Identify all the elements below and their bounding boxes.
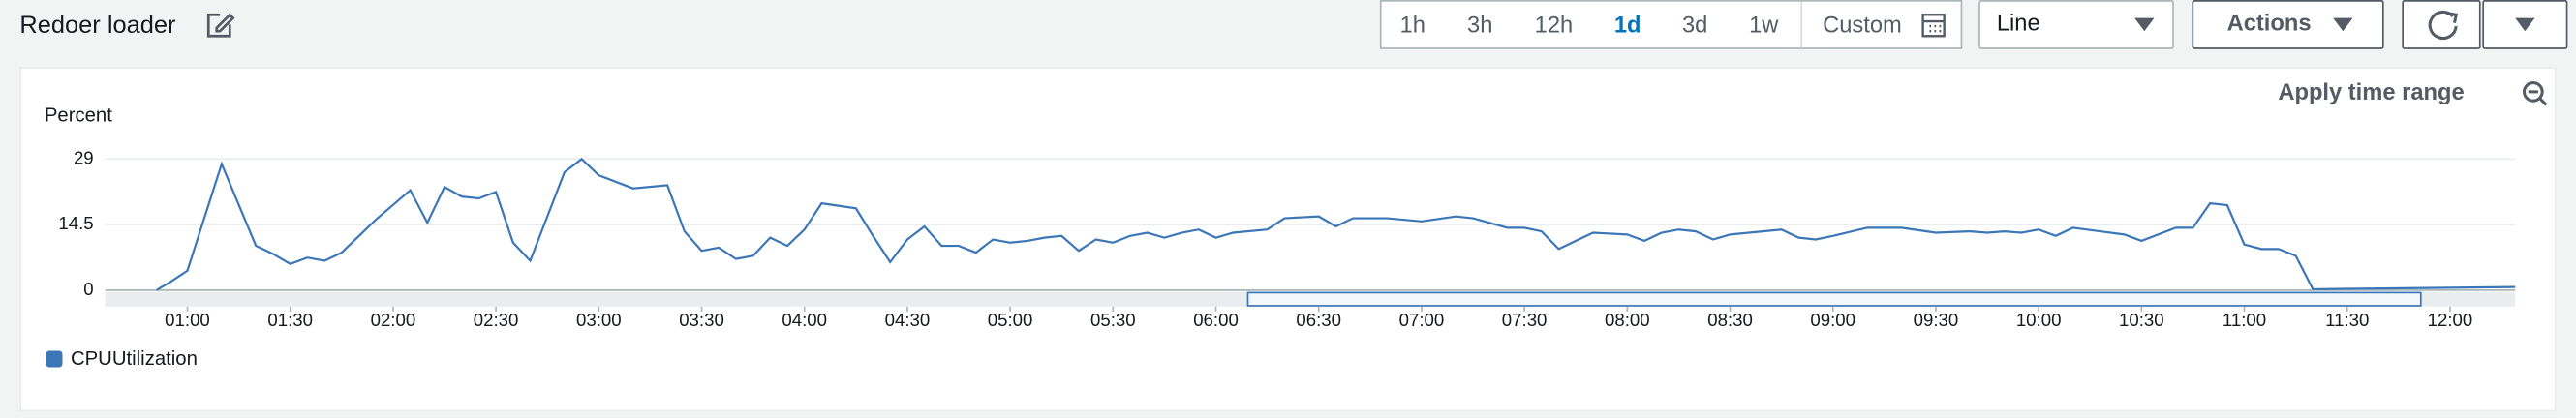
x-tick-label: 01:30 <box>267 310 313 330</box>
refresh-icon <box>2428 10 2458 41</box>
legend-label: CPUUtilization <box>71 348 198 370</box>
x-tick-label: 04:00 <box>782 310 827 330</box>
x-tick-label: 11:00 <box>2223 310 2266 330</box>
x-tick-label: 09:30 <box>1914 310 1959 330</box>
x-tick-label: 03:00 <box>576 310 622 330</box>
dropdown-arrow <box>2134 17 2155 32</box>
x-tick-label: 04:30 <box>885 310 931 330</box>
x-tick-label: 02:30 <box>474 310 519 330</box>
time-range-button[interactable]: Custom <box>1823 13 1902 38</box>
time-range-buttons: 1h 3h 12h 1d 3d 1w Custom <box>1400 13 1902 38</box>
series-line <box>156 157 2516 291</box>
apply-time-range[interactable]: Apply time range <box>2278 80 2464 105</box>
edit-icon[interactable] <box>206 13 235 38</box>
x-tick-label: 11:30 <box>2325 310 2369 330</box>
x-tick-label: 03:30 <box>679 310 724 330</box>
x-tick-label: 12:00 <box>2428 310 2473 330</box>
x-tick-label: 09:00 <box>1810 310 1855 330</box>
refresh-button[interactable] <box>2402 0 2481 49</box>
x-tick-label: 08:00 <box>1605 310 1650 330</box>
y-tick-label: 0 <box>83 279 93 299</box>
time-range-button[interactable]: 1w <box>1749 13 1779 38</box>
legend-swatch <box>46 350 63 368</box>
time-range-button[interactable]: 12h <box>1535 13 1574 38</box>
scrubber-selection[interactable] <box>1246 291 2422 307</box>
y-tick-label: 14.5 <box>58 213 93 233</box>
time-range-button[interactable]: 3h <box>1467 13 1492 38</box>
refresh-icon <box>2445 12 2459 24</box>
zoom-out-icon[interactable] <box>2522 81 2548 106</box>
x-tick-label: 05:30 <box>1090 310 1136 330</box>
view-select[interactable] <box>1978 0 2174 49</box>
actions-button[interactable] <box>2192 0 2384 49</box>
time-range-button[interactable]: 1d <box>1614 13 1641 38</box>
calendar-icon[interactable] <box>1921 14 1946 38</box>
time-range-button[interactable]: 3d <box>1682 13 1707 38</box>
x-tick-label: 06:30 <box>1296 310 1341 330</box>
x-tick-label: 05:00 <box>988 310 1033 330</box>
y-tick-label: 29 <box>74 147 94 167</box>
time-range-group <box>1379 0 1963 49</box>
x-tick-label: 02:00 <box>371 310 416 330</box>
dropdown-arrow <box>2333 17 2353 32</box>
chart-panel <box>19 67 2557 412</box>
x-tick-label: 01:00 <box>165 310 210 330</box>
actions-label: Actions <box>2227 12 2312 37</box>
widget-title: Redoer loader <box>19 12 176 39</box>
time-range-button[interactable]: 1h <box>1400 13 1426 38</box>
x-tick-label: 10:30 <box>2119 310 2164 330</box>
x-tick-label: 07:30 <box>1502 310 1548 330</box>
dropdown-arrow <box>2515 17 2535 32</box>
x-tick-label: 07:00 <box>1399 310 1445 330</box>
y-axis-label: Percent <box>45 105 112 127</box>
x-tick-label: 08:30 <box>1707 310 1753 330</box>
x-tick-label: 10:00 <box>2016 310 2062 330</box>
plot: 0 14.5 29 01:00 01:30 02:00 02:30 03:00 03:30 04:… <box>46 147 2516 370</box>
view-select-label: Line <box>1997 12 2040 37</box>
x-tick-label: 06:00 <box>1193 310 1239 330</box>
